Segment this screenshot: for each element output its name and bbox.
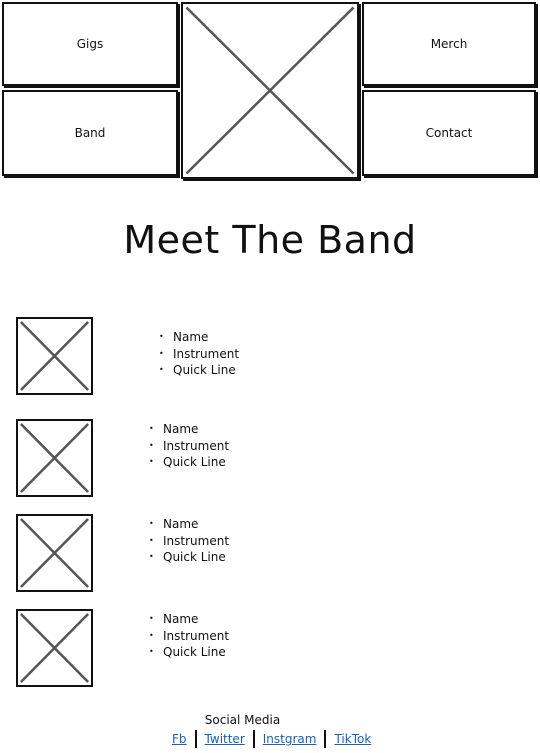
page-title: Meet The Band [123, 218, 417, 262]
image-placeholder-icon [18, 421, 91, 495]
social-link-tiktok[interactable]: TikTok [334, 732, 372, 746]
member-photo-placeholder [16, 609, 93, 687]
image-placeholder-icon [183, 4, 357, 177]
nav-merch-label: Merch [430, 37, 468, 51]
social-links: Fb Twitter Instgram TikTok [164, 730, 379, 748]
member-details-list: Name Instrument Quick Line [149, 611, 229, 661]
logo-image-placeholder [181, 2, 359, 179]
member-details-list: Name Instrument Quick Line [149, 421, 229, 471]
nav-contact-button[interactable]: Contact [362, 90, 536, 176]
member-instrument: Instrument [149, 438, 229, 455]
link-divider [252, 730, 255, 748]
member-instrument: Instrument [149, 533, 229, 550]
member-details-list: Name Instrument Quick Line [159, 329, 239, 379]
nav-merch-button[interactable]: Merch [362, 2, 536, 86]
member-name: Name [149, 516, 229, 533]
member-quick-line: Quick Line [149, 644, 229, 661]
image-placeholder-icon [18, 516, 91, 590]
member-photo-placeholder [16, 419, 93, 497]
nav-band-label: Band [74, 126, 106, 140]
member-quick-line: Quick Line [159, 362, 239, 379]
member-name: Name [149, 421, 229, 438]
social-media-heading: Social Media [204, 713, 281, 727]
nav-gigs-label: Gigs [76, 37, 104, 51]
member-photo-placeholder [16, 514, 93, 592]
member-instrument: Instrument [149, 628, 229, 645]
image-placeholder-icon [18, 611, 91, 685]
member-instrument: Instrument [159, 346, 239, 363]
member-details-list: Name Instrument Quick Line [149, 516, 229, 566]
social-link-twitter[interactable]: Twitter [204, 732, 245, 746]
member-photo-placeholder [16, 317, 93, 395]
member-name: Name [149, 611, 229, 628]
social-link-instagram[interactable]: Instgram [262, 732, 317, 746]
nav-gigs-button[interactable]: Gigs [2, 2, 178, 86]
member-quick-line: Quick Line [149, 549, 229, 566]
link-divider [324, 730, 327, 748]
social-link-fb[interactable]: Fb [172, 732, 187, 746]
member-quick-line: Quick Line [149, 454, 229, 471]
image-placeholder-icon [18, 319, 91, 393]
nav-contact-label: Contact [425, 126, 473, 140]
nav-band-button[interactable]: Band [2, 90, 178, 176]
link-divider [194, 730, 197, 748]
member-name: Name [159, 329, 239, 346]
